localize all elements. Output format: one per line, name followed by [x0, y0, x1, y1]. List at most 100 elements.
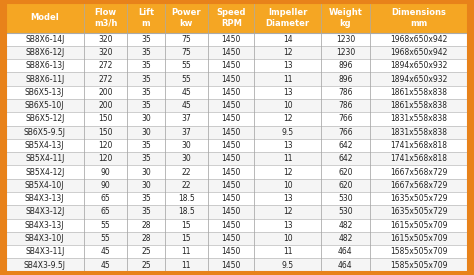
Text: 13: 13: [283, 221, 292, 230]
Text: 30: 30: [141, 128, 151, 137]
Text: 55: 55: [182, 61, 191, 70]
Text: 320: 320: [98, 48, 113, 57]
Text: 1861x558x838: 1861x558x838: [391, 101, 447, 110]
Text: 320: 320: [98, 35, 113, 44]
Text: 1450: 1450: [221, 234, 241, 243]
Text: 1450: 1450: [221, 207, 241, 216]
Text: 12: 12: [283, 207, 292, 216]
Text: 9.5: 9.5: [282, 260, 294, 270]
Text: 272: 272: [98, 61, 113, 70]
Text: 15: 15: [182, 221, 191, 230]
Text: 642: 642: [338, 154, 353, 163]
Text: 11: 11: [182, 260, 191, 270]
Text: 15: 15: [182, 234, 191, 243]
Text: 90: 90: [100, 167, 110, 177]
Text: 11: 11: [283, 247, 292, 256]
Text: 28: 28: [141, 234, 151, 243]
Text: 1450: 1450: [221, 88, 241, 97]
Text: SB4X3-13J: SB4X3-13J: [25, 194, 64, 203]
Text: 9.5: 9.5: [282, 128, 294, 137]
Text: 35: 35: [141, 75, 151, 84]
Bar: [6, 32, 468, 46]
Text: 45: 45: [100, 247, 110, 256]
Bar: [6, 179, 468, 192]
Bar: [6, 112, 468, 126]
Text: 1450: 1450: [221, 128, 241, 137]
Text: 896: 896: [338, 61, 353, 70]
Text: Model: Model: [30, 13, 59, 23]
Text: 35: 35: [141, 207, 151, 216]
Text: Impeller
Diameter: Impeller Diameter: [265, 8, 310, 28]
Text: 14: 14: [283, 35, 292, 44]
Text: 30: 30: [182, 141, 191, 150]
Text: 150: 150: [98, 114, 113, 123]
Text: 1894x650x932: 1894x650x932: [391, 75, 448, 84]
Text: 1450: 1450: [221, 181, 241, 190]
Text: 1831x558x838: 1831x558x838: [391, 128, 447, 137]
Bar: [6, 165, 468, 179]
Text: 1968x650x942: 1968x650x942: [391, 48, 448, 57]
Text: 1450: 1450: [221, 154, 241, 163]
Text: 45: 45: [100, 260, 110, 270]
Text: 150: 150: [98, 128, 113, 137]
Text: 35: 35: [141, 88, 151, 97]
Text: 35: 35: [141, 101, 151, 110]
Text: 30: 30: [141, 181, 151, 190]
Text: 37: 37: [182, 128, 191, 137]
Text: Power
kw: Power kw: [172, 8, 201, 28]
Text: 1635x505x729: 1635x505x729: [391, 194, 448, 203]
Text: 1450: 1450: [221, 48, 241, 57]
Text: SB5X4-13J: SB5X4-13J: [25, 141, 64, 150]
Text: 12: 12: [283, 114, 292, 123]
Text: 13: 13: [283, 88, 292, 97]
Text: 25: 25: [141, 247, 151, 256]
Text: 766: 766: [338, 128, 353, 137]
Text: 12: 12: [283, 167, 292, 177]
Text: 75: 75: [182, 48, 191, 57]
Text: 18.5: 18.5: [178, 194, 195, 203]
Text: 120: 120: [98, 141, 113, 150]
Text: 37: 37: [182, 114, 191, 123]
Text: 1968x650x942: 1968x650x942: [391, 35, 448, 44]
Bar: [6, 245, 468, 258]
Text: SB6X5-10J: SB6X5-10J: [25, 101, 64, 110]
Text: SB4X3-9.5J: SB4X3-9.5J: [24, 260, 66, 270]
Text: 464: 464: [338, 260, 353, 270]
Text: SB4X3-13J: SB4X3-13J: [25, 221, 64, 230]
Text: 35: 35: [141, 194, 151, 203]
Text: 272: 272: [98, 75, 113, 84]
Text: 766: 766: [338, 114, 353, 123]
Text: Flow
m3/h: Flow m3/h: [94, 8, 117, 28]
Text: SB6X5-12J: SB6X5-12J: [25, 114, 64, 123]
Text: 1450: 1450: [221, 247, 241, 256]
Text: 13: 13: [283, 61, 292, 70]
Text: 22: 22: [182, 181, 191, 190]
Text: SB4X3-10J: SB4X3-10J: [25, 234, 64, 243]
Text: 1450: 1450: [221, 167, 241, 177]
Text: 786: 786: [338, 101, 353, 110]
Text: 45: 45: [182, 101, 191, 110]
Bar: [6, 205, 468, 219]
Text: 35: 35: [141, 35, 151, 44]
Text: 30: 30: [141, 114, 151, 123]
Bar: [6, 258, 468, 272]
Text: SB5X4-12J: SB5X4-12J: [25, 167, 64, 177]
Text: SB8X6-11J: SB8X6-11J: [25, 75, 64, 84]
Bar: [6, 232, 468, 245]
Text: 10: 10: [283, 181, 292, 190]
Bar: [6, 126, 468, 139]
Text: SB6X5-13J: SB6X5-13J: [25, 88, 64, 97]
Text: 90: 90: [100, 181, 110, 190]
Text: 530: 530: [338, 207, 353, 216]
Text: 200: 200: [98, 101, 113, 110]
Text: SB6X5-9.5J: SB6X5-9.5J: [24, 128, 66, 137]
Text: 25: 25: [141, 260, 151, 270]
Text: SB4X3-11J: SB4X3-11J: [25, 247, 64, 256]
Text: SB8X6-13J: SB8X6-13J: [25, 61, 64, 70]
Text: 12: 12: [283, 48, 292, 57]
Text: 1450: 1450: [221, 114, 241, 123]
Bar: [6, 46, 468, 59]
Text: SB8X6-12J: SB8X6-12J: [25, 48, 64, 57]
Text: 45: 45: [182, 88, 191, 97]
Text: 1450: 1450: [221, 221, 241, 230]
